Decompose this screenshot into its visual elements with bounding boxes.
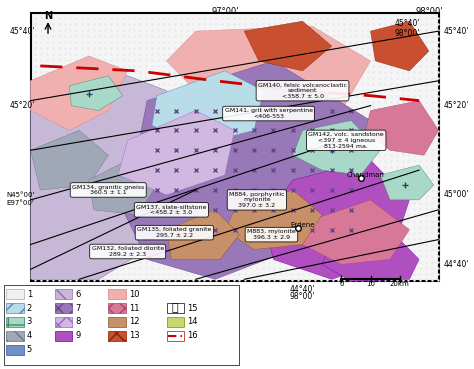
- Text: 14: 14: [187, 317, 198, 327]
- Bar: [108, 331, 126, 341]
- Bar: [6, 331, 24, 341]
- Text: 10: 10: [366, 281, 375, 287]
- Text: 1: 1: [27, 290, 32, 299]
- Text: 15: 15: [187, 304, 198, 313]
- Polygon shape: [30, 160, 108, 235]
- Text: 4: 4: [27, 331, 32, 340]
- Text: 16: 16: [187, 331, 198, 340]
- Text: GM135, foliated granite
295.7 ± 2.2: GM135, foliated granite 295.7 ± 2.2: [137, 227, 211, 238]
- Polygon shape: [365, 101, 438, 155]
- Text: 8: 8: [75, 317, 81, 327]
- Bar: [55, 317, 73, 327]
- Text: GM140, felsic volcanoclastic
sediment
<358.7 ± 5.0: GM140, felsic volcanoclastic sediment <3…: [258, 82, 347, 99]
- Text: 0: 0: [339, 281, 344, 287]
- Polygon shape: [55, 180, 128, 255]
- Bar: [6, 317, 24, 327]
- Polygon shape: [30, 210, 94, 279]
- Text: M883, mylonite
396.3 ± 2.9: M883, mylonite 396.3 ± 2.9: [247, 229, 296, 240]
- Text: 44°40': 44°40': [290, 285, 315, 294]
- Text: 6: 6: [75, 290, 81, 299]
- Text: 9: 9: [75, 331, 81, 340]
- Bar: [166, 303, 184, 313]
- Bar: [6, 303, 24, 313]
- Polygon shape: [30, 130, 108, 190]
- Text: 2: 2: [27, 304, 32, 313]
- Text: 45°40': 45°40': [443, 27, 469, 36]
- Polygon shape: [89, 160, 157, 215]
- Bar: [108, 303, 126, 313]
- Polygon shape: [30, 56, 128, 130]
- Text: N: N: [44, 11, 52, 21]
- Bar: [166, 317, 184, 327]
- Text: 45°00': 45°00': [443, 190, 469, 199]
- Text: 3: 3: [27, 317, 32, 327]
- Text: GM141, grit with serpentine
<406-553: GM141, grit with serpentine <406-553: [225, 108, 312, 119]
- Polygon shape: [322, 230, 419, 281]
- Bar: [6, 345, 24, 355]
- Polygon shape: [371, 21, 429, 71]
- Bar: [108, 289, 126, 299]
- Text: ⯅: ⯅: [172, 303, 179, 313]
- Text: 10: 10: [128, 290, 139, 299]
- Bar: [55, 331, 73, 341]
- Text: 20km: 20km: [390, 281, 410, 287]
- Text: Erdene: Erdene: [290, 222, 315, 228]
- Text: 44°40': 44°40': [443, 260, 469, 269]
- Text: GM142, volc. sandstone
<397 ± 4 igneous
813-2594 ma.: GM142, volc. sandstone <397 ± 4 igneous …: [309, 132, 384, 149]
- Text: 98°00': 98°00': [395, 29, 420, 38]
- Bar: [4, 285, 239, 365]
- Text: 45°20': 45°20': [10, 101, 36, 110]
- Text: 98°00': 98°00': [290, 292, 315, 301]
- Bar: [6, 289, 24, 299]
- Polygon shape: [166, 26, 371, 121]
- Text: 97°00': 97°00': [211, 7, 238, 16]
- Text: M884, porphyritic
mylonite
397.0 ± 3.2: M884, porphyritic mylonite 397.0 ± 3.2: [229, 192, 284, 208]
- Text: Chandman: Chandman: [346, 172, 384, 178]
- Polygon shape: [302, 200, 410, 265]
- Polygon shape: [118, 61, 371, 279]
- Text: GM132, foliated diorite
289.2 ± 2.3: GM132, foliated diorite 289.2 ± 2.3: [91, 246, 164, 257]
- Text: 5: 5: [27, 345, 32, 354]
- Text: 98°00': 98°00': [415, 7, 443, 16]
- Polygon shape: [380, 165, 434, 200]
- Text: E97°00': E97°00': [6, 200, 34, 206]
- Bar: [166, 331, 184, 341]
- Polygon shape: [244, 21, 332, 71]
- Polygon shape: [264, 160, 410, 279]
- Polygon shape: [79, 200, 152, 274]
- Polygon shape: [293, 121, 380, 175]
- Bar: [30, 13, 438, 281]
- Text: 12: 12: [128, 317, 139, 327]
- Polygon shape: [225, 190, 322, 249]
- Text: GM134, granitic gneiss
360.5 ± 1.1: GM134, granitic gneiss 360.5 ± 1.1: [72, 184, 145, 195]
- Bar: [55, 289, 73, 299]
- Text: 45°40': 45°40': [395, 19, 420, 28]
- Bar: [108, 317, 126, 327]
- Polygon shape: [166, 210, 239, 259]
- Text: 45°20': 45°20': [443, 101, 469, 110]
- Text: 13: 13: [128, 331, 139, 340]
- Polygon shape: [152, 71, 264, 145]
- Text: 45°40': 45°40': [10, 27, 36, 36]
- Bar: [55, 303, 73, 313]
- Polygon shape: [30, 61, 196, 279]
- Text: N45°00': N45°00': [6, 192, 35, 198]
- Text: 7: 7: [75, 304, 81, 313]
- Polygon shape: [118, 111, 235, 195]
- Text: 11: 11: [128, 304, 139, 313]
- Polygon shape: [69, 76, 123, 111]
- Text: GM137, slate-siltstone
<458.2 ± 3.0: GM137, slate-siltstone <458.2 ± 3.0: [136, 204, 207, 215]
